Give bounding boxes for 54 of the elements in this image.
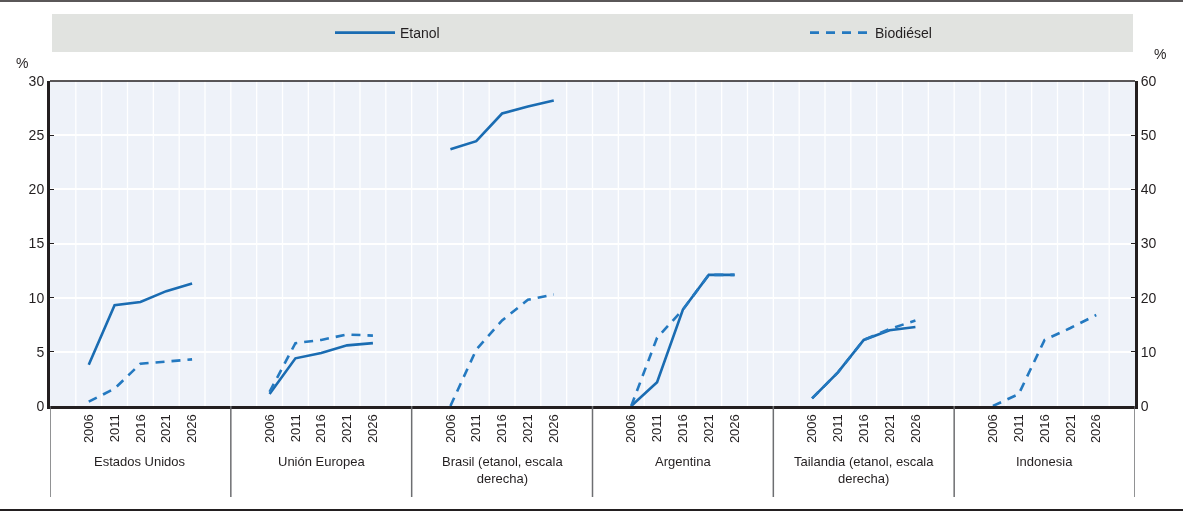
y-tick-label: 5 bbox=[36, 343, 45, 360]
x-tick-label: 2016 bbox=[132, 414, 148, 444]
x-tick-label: 2021 bbox=[1062, 414, 1078, 444]
x-tick-label: 2011 bbox=[1010, 414, 1026, 443]
x-tick-label: 2026 bbox=[726, 414, 742, 444]
x-tick-label: 2026 bbox=[1088, 414, 1104, 444]
x-tick-label: 2016 bbox=[313, 414, 329, 444]
x-tick-label: 2006 bbox=[442, 414, 458, 444]
x-tick-label: 2016 bbox=[494, 414, 510, 444]
y2-tick-label: 0 bbox=[1140, 397, 1149, 414]
y2-tick-label: 10 bbox=[1140, 343, 1157, 360]
text: Argentina bbox=[655, 454, 712, 469]
x-tick-label: 2016 bbox=[855, 414, 871, 444]
y-tick-label: 30 bbox=[28, 72, 45, 89]
x-tick-label: 2016 bbox=[675, 414, 691, 444]
x-tick-label: 2006 bbox=[623, 414, 639, 444]
x-tick-label: 2021 bbox=[339, 414, 355, 444]
x-tick-label: 2006 bbox=[804, 414, 820, 444]
y2-axis-title: % bbox=[1154, 46, 1167, 62]
x-tick-label: 2021 bbox=[700, 414, 716, 444]
x-tick-label: 2011 bbox=[830, 414, 846, 443]
x-tick-label: 2021 bbox=[158, 414, 174, 444]
x-tick-label: 2026 bbox=[545, 414, 561, 444]
y-tick-label: 10 bbox=[28, 289, 45, 306]
x-tick-label: 2011 bbox=[287, 414, 303, 443]
x-tick-label: 2026 bbox=[365, 414, 381, 444]
x-tick-label: 2021 bbox=[881, 414, 897, 444]
y2-tick-label: 40 bbox=[1140, 181, 1157, 198]
y2-tick-label: 30 bbox=[1140, 235, 1157, 252]
y2-tick-label: 60 bbox=[1140, 72, 1157, 89]
x-tick-label: 2026 bbox=[184, 414, 200, 444]
y-tick-label: 15 bbox=[28, 235, 45, 252]
x-tick-label: 2021 bbox=[520, 414, 536, 444]
legend-label: Etanol bbox=[400, 25, 440, 42]
x-tick-label: 2011 bbox=[468, 414, 484, 443]
y2-tick-label: 50 bbox=[1140, 127, 1157, 144]
legend-label: Biodiésel bbox=[875, 25, 932, 42]
text: Brasil (etanol, escala derecha) bbox=[442, 454, 564, 486]
x-tick-label: 2006 bbox=[261, 414, 277, 444]
x-tick-label: 2006 bbox=[985, 414, 1001, 444]
y-tick-label: 25 bbox=[28, 127, 45, 144]
x-tick-label: 2006 bbox=[80, 414, 96, 444]
text: Estados Unidos bbox=[94, 454, 186, 469]
y-axis-title: % bbox=[16, 55, 29, 71]
x-tick-label: 2011 bbox=[649, 414, 665, 443]
text: Indonesia bbox=[1016, 454, 1074, 469]
x-tick-label: 2016 bbox=[1036, 414, 1052, 444]
x-tick-label: 2011 bbox=[106, 414, 122, 443]
y-tick-label: 20 bbox=[28, 181, 45, 198]
text: Unión Europea bbox=[278, 454, 366, 469]
x-tick-label: 2026 bbox=[907, 414, 923, 444]
text: Tailandia (etanol, escala derecha) bbox=[794, 454, 935, 486]
y2-tick-label: 20 bbox=[1140, 289, 1157, 306]
y-tick-label: 0 bbox=[36, 397, 45, 414]
